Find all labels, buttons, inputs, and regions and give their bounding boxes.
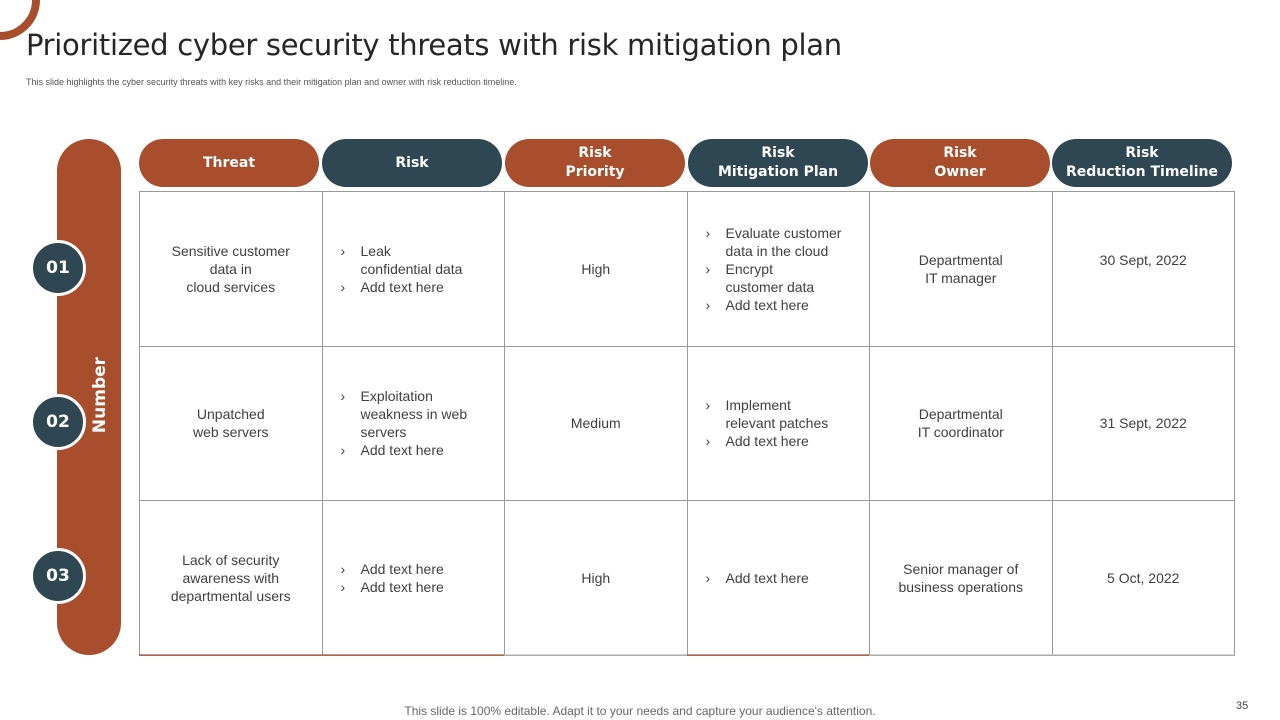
cell-priority: High — [505, 501, 688, 656]
table-bottom-rule — [139, 654, 1235, 656]
cell-mitigation: Implement relevant patches Add text here — [687, 346, 870, 502]
header-risk-priority: Risk Priority — [505, 139, 685, 187]
cell-threat: Unpatched web servers — [140, 346, 323, 502]
cell-timeline: 31 Sept, 2022 — [1052, 346, 1235, 502]
page-subtitle: This slide highlights the cyber security… — [26, 77, 517, 87]
bullet-item: Encrypt customer data — [706, 260, 842, 296]
row-number-badge: 01 — [30, 240, 86, 296]
bullet-item: Evaluate customer data in the cloud — [706, 224, 842, 260]
header-risk-reduction-timeline: Risk Reduction Timeline — [1052, 139, 1232, 187]
cell-timeline: 5 Oct, 2022 — [1052, 501, 1235, 656]
bullet-item: Add text here — [341, 560, 444, 578]
cell-priority: Medium — [505, 346, 688, 502]
bullet-item: Add text here — [706, 432, 829, 450]
header-risk-mitigation-plan: Risk Mitigation Plan — [688, 139, 868, 187]
page-title: Prioritized cyber security threats with … — [26, 28, 842, 62]
cell-mitigation: Evaluate customer data in the cloud Encr… — [687, 192, 870, 347]
header-threat: Threat — [139, 139, 319, 187]
row-number-badge: 02 — [30, 394, 86, 450]
bullet-item: Add text here — [706, 296, 842, 314]
page-number: 35 — [1236, 700, 1249, 712]
cell-threat: Sensitive customer data in cloud service… — [140, 192, 323, 347]
header-risk-owner: Risk Owner — [870, 139, 1050, 187]
bullet-item: Leak confidential data — [341, 242, 463, 278]
number-column-label: Number — [90, 356, 110, 434]
cell-risk: Add text here Add text here — [322, 501, 505, 656]
bullet-item: Add text here — [341, 578, 444, 596]
cell-threat: Lack of security awareness with departme… — [140, 501, 323, 656]
header-risk: Risk — [322, 139, 502, 187]
cell-owner: Departmental IT coordinator — [870, 346, 1053, 502]
footer-note: This slide is 100% editable. Adapt it to… — [404, 704, 876, 718]
row-number-badge: 03 — [30, 548, 86, 604]
bullet-item: Add text here — [341, 278, 463, 296]
cell-mitigation: Add text here — [687, 501, 870, 656]
bullet-item: Add text here — [706, 569, 809, 587]
bullet-item: Implement relevant patches — [706, 396, 829, 432]
cell-owner: Senior manager of business operations — [870, 501, 1053, 656]
cell-owner: Departmental IT manager — [870, 192, 1053, 347]
cell-risk: Exploitation weakness in web servers Add… — [322, 346, 505, 502]
threats-table: Sensitive customer data in cloud service… — [139, 191, 1235, 656]
cell-risk: Leak confidential data Add text here — [322, 192, 505, 347]
cell-timeline: 30 Sept, 2022 — [1052, 192, 1235, 347]
bullet-item: Add text here — [341, 441, 468, 459]
bullet-item: Exploitation weakness in web servers — [341, 387, 468, 441]
cell-priority: High — [505, 192, 688, 347]
